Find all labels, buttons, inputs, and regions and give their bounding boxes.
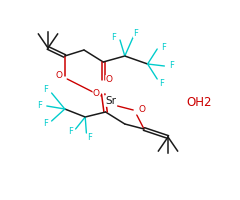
Text: F: F [133,28,138,38]
Text: F: F [161,43,166,51]
Text: OH2: OH2 [186,96,212,108]
Text: F: F [160,78,164,88]
Text: F: F [68,128,73,136]
Text: F: F [88,132,92,142]
Text: O: O [55,72,62,80]
Text: F: F [37,102,42,110]
Text: O: O [138,106,145,114]
Text: O: O [106,75,113,84]
Text: F: F [112,33,116,43]
Text: Sr: Sr [105,96,116,106]
Text: F: F [169,60,174,70]
Text: F: F [43,85,48,94]
Text: F: F [43,119,48,129]
Text: O: O [93,88,100,98]
